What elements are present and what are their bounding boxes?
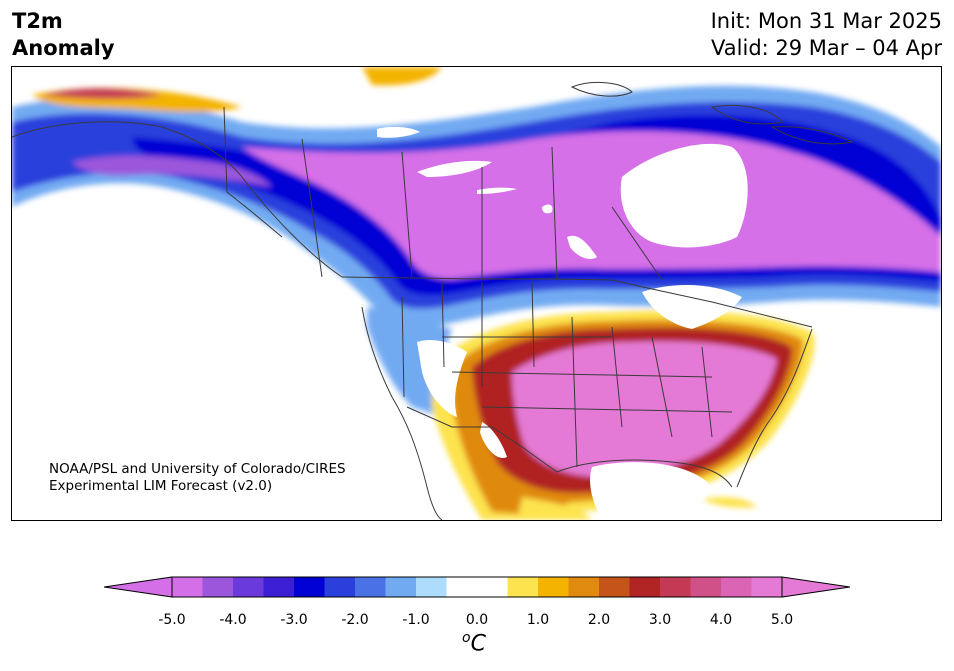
colorbar-segment (629, 577, 661, 597)
map-title: T2m Anomaly (12, 8, 115, 62)
mexico-warm (517, 497, 592, 520)
colorbar-segments (172, 577, 783, 597)
colorbar-tick-label: 0.0 (465, 612, 489, 628)
colorbar-right-arrow (781, 576, 850, 598)
colorbar-tick-label: 2.0 (587, 612, 611, 628)
alaska-hot-strip (42, 88, 162, 99)
title-line-1: T2m (12, 9, 63, 33)
west-white (417, 340, 467, 417)
colorbar-segment (263, 577, 295, 597)
colorbar-segment (324, 577, 356, 597)
credit-text: NOAA/PSL and University of Colorado/CIRE… (49, 461, 346, 495)
colorbar-ticks: -5.0 -4.0 -3.0 -2.0 -1.0 0.0 1.0 2.0 3.0 4.0 5.0 (0, 612, 954, 632)
colorbar-segment (202, 577, 234, 597)
colorbar-tick-label: 1.0 (526, 612, 550, 628)
colorbar-tick-label: -4.0 (219, 612, 247, 628)
colorbar-tick-label: -3.0 (280, 612, 308, 628)
greenland-white (652, 67, 941, 87)
colorbar-segment (660, 577, 691, 597)
map-canvas (12, 67, 941, 520)
colorbar-tick-label: -1.0 (402, 612, 430, 628)
valid-range: Valid: 29 Mar – 04 Apr (711, 36, 942, 60)
colorbar (104, 576, 850, 598)
west-white-2 (480, 422, 507, 458)
arctic-warm-patch (362, 67, 442, 86)
colorbar-segment (751, 577, 783, 597)
colorbar-segment (721, 577, 752, 597)
cold-band-lavender (72, 155, 272, 187)
great-lakes (642, 285, 742, 329)
gulf-coast (556, 459, 733, 488)
arctic-island-3 (770, 126, 854, 145)
colorbar-segment (355, 577, 386, 597)
colorbar-segment (233, 577, 264, 597)
arctic-islands (570, 82, 854, 145)
colorbar-tick-label: 5.0 (770, 612, 794, 628)
atlantic-ocean (772, 337, 941, 520)
colorbar-segment (568, 577, 600, 597)
lake-winnipeg (567, 235, 597, 259)
east-coast (736, 328, 813, 488)
colorbar-segment (507, 577, 539, 597)
unit-celsius: C (470, 631, 486, 657)
colorbar-left-arrow (104, 576, 173, 598)
forecast-timing: Init: Mon 31 Mar 2025 Valid: 29 Mar – 04… (711, 8, 942, 62)
colorbar-segment (172, 577, 203, 597)
strong-cold-core (242, 131, 941, 279)
great-slave-lake (417, 160, 492, 177)
great-bear-lake (377, 126, 420, 138)
alaska-coast (12, 121, 343, 278)
alaska-border (223, 106, 283, 238)
canada-us-border (341, 276, 813, 328)
colorbar-frame (171, 576, 783, 598)
arctic-island-2 (710, 104, 783, 125)
colorbar-tick-label: 4.0 (709, 612, 733, 628)
lake-athabasca (477, 187, 517, 194)
colorbar-tick-label: -2.0 (341, 612, 369, 628)
colorbar-tick-label: 3.0 (648, 612, 672, 628)
colorbar-segment (446, 577, 478, 597)
credit-line-2: Experimental LIM Forecast (v2.0) (49, 478, 273, 494)
colorbar-segment (385, 577, 417, 597)
strong-hot-core (512, 341, 777, 477)
lakes (377, 67, 941, 458)
init-date: Init: Mon 31 Mar 2025 (710, 9, 942, 33)
title-line-2: Anomaly (12, 36, 115, 60)
colorbar-segment (416, 577, 447, 597)
hudson-bay (620, 143, 748, 248)
gulf-of-mexico (590, 462, 712, 520)
arctic-island-1 (570, 82, 633, 97)
reindeer-lake (542, 204, 553, 214)
state-lines (401, 281, 733, 468)
colorbar-segment (690, 577, 722, 597)
unit-degree: o (462, 630, 471, 646)
prov-lines (301, 138, 663, 281)
pacific-ocean (12, 226, 432, 520)
colorbar-unit: oC (462, 630, 486, 656)
anomaly-map (11, 66, 942, 521)
cuba-warm (702, 497, 757, 508)
colorbar-segment (477, 577, 508, 597)
credit-line-1: NOAA/PSL and University of Colorado/CIRE… (49, 461, 346, 477)
colorbar-segment (599, 577, 630, 597)
west-coast (361, 306, 443, 520)
borders (12, 106, 813, 520)
colorbar-segment (294, 577, 325, 597)
colorbar-segment (538, 577, 569, 597)
us-mexico-border (406, 406, 558, 473)
colorbar-tick-label: -5.0 (158, 612, 186, 628)
